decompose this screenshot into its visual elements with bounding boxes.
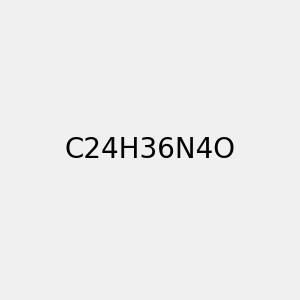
Text: C24H36N4O: C24H36N4O: [64, 136, 236, 164]
